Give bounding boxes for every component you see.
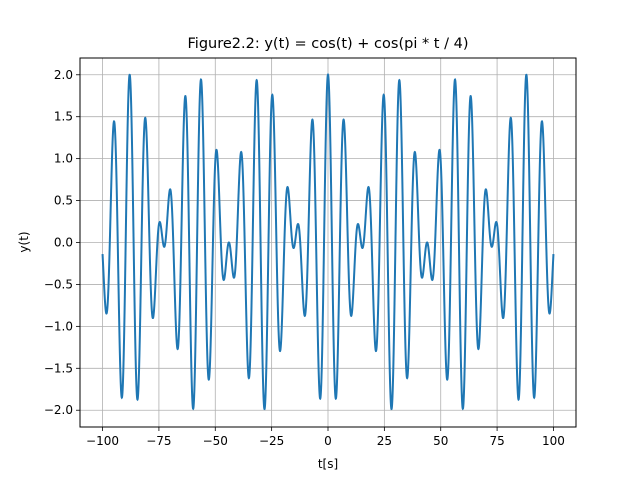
x-tick-label: −50 [203,434,228,448]
x-axis-ticks: −100 −75 −50 −25 0 25 50 75 100 [86,427,565,448]
y-tick-label: −1.5 [44,361,73,375]
y-tick-label: 1.0 [54,152,73,166]
x-tick-label: −100 [86,434,119,448]
y-axis-label: y(t) [17,231,31,252]
x-tick-label: 75 [489,434,504,448]
chart-title: Figure2.2: y(t) = cos(t) + cos(pi * t / … [188,36,469,52]
y-tick-label: −0.5 [44,277,73,291]
x-tick-label: −75 [146,434,171,448]
x-tick-label: 25 [377,434,392,448]
y-axis-ticks: −2.0 −1.5 −1.0 −0.5 0.0 0.5 1.0 1.5 2.0 [44,68,80,417]
x-tick-label: 50 [433,434,448,448]
y-tick-label: 0.5 [54,194,73,208]
y-tick-label: 1.5 [54,110,73,124]
series-line-y [101,72,555,411]
y-tick-label: −1.0 [44,319,73,333]
x-tick-label: 100 [542,434,565,448]
y-tick-label: 2.0 [54,68,73,82]
y-tick-label: 0.0 [54,236,73,250]
x-axis-label: t[s] [318,457,338,471]
y-tick-label: −2.0 [44,403,73,417]
x-tick-label: −25 [259,434,284,448]
plot-area [101,72,555,411]
x-tick-label: 0 [324,434,332,448]
